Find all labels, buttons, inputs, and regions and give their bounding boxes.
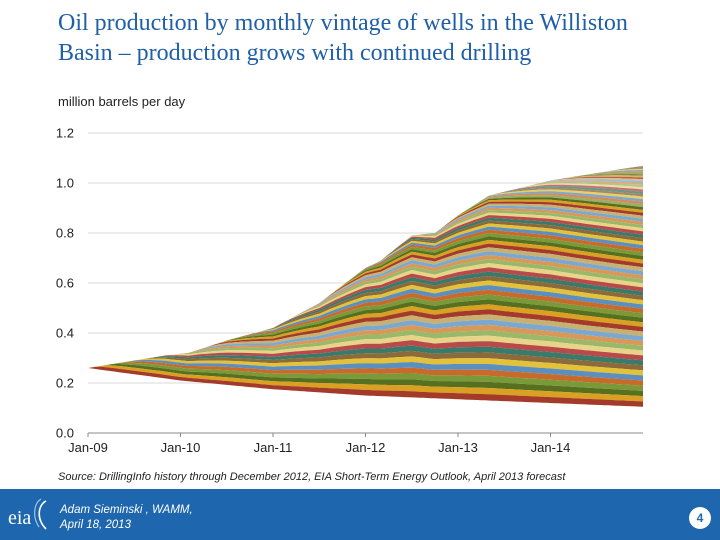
area-layer-vintage (581, 171, 643, 176)
area-layer-vintage (573, 172, 643, 177)
area-layer-vintage (380, 217, 643, 261)
eia-logo-icon: eia (8, 498, 47, 530)
area-layer-vintage (535, 179, 643, 185)
area-layer-vintage (126, 359, 643, 381)
production-chart: 0.0 0.2 0.4 0.6 0.8 1.0 1.2 Jan-09 Jan-10 Jan-11 J… (56, 126, 644, 455)
presenter-name: Adam Sieminski , WAMM, (60, 504, 193, 516)
area-layer-vintage (442, 199, 643, 228)
area-layer-vintage (604, 167, 643, 172)
y-tick-label: 1.2 (56, 126, 74, 141)
source-note: Source: DrillingInfo history through Dec… (58, 471, 566, 483)
area-layer-vintage (226, 294, 644, 341)
footer-author: Adam Sieminski , WAMM, April 18, 2013 (60, 503, 193, 533)
page-number-badge: 4 (689, 507, 711, 529)
area-layer-vintage (219, 299, 643, 343)
area-layer-vintage (188, 319, 643, 353)
area-layer-vintage (596, 168, 643, 173)
area-layer-vintage (627, 165, 643, 168)
area-layer-vintage (172, 330, 644, 355)
y-tick-label: 0.8 (56, 226, 74, 241)
area-layer-vintage (550, 176, 643, 181)
area-layer-vintage (157, 340, 643, 361)
presentation-date: April 18, 2013 (60, 519, 131, 531)
area-layer-vintage (427, 203, 643, 234)
area-layer-vintage (142, 350, 643, 371)
x-tick-label: Jan-14 (531, 440, 571, 455)
area-layer-vintage (504, 184, 643, 192)
area-layer-vintage (419, 205, 643, 235)
area-layer-vintage (334, 236, 643, 292)
slide-title: Oil production by monthly vintage of wel… (58, 8, 698, 68)
x-tick-label: Jan-09 (68, 440, 108, 455)
area-layer-vintage (619, 166, 643, 170)
area-layer-vintage (242, 285, 643, 337)
area-layer-vintage (373, 220, 643, 265)
y-tick-label: 1.0 (56, 176, 74, 191)
area-layer-vintage (488, 187, 643, 197)
area-layer-vintage (527, 180, 643, 187)
area-layer-vintage (103, 364, 643, 397)
area-layer-vintage (635, 165, 643, 167)
slide-title-line-1: Oil production by monthly vintage of wel… (58, 10, 628, 36)
area-layer-vintage (558, 175, 643, 180)
area-layer-vintage (450, 197, 643, 222)
area-layer-vintage (180, 324, 643, 354)
y-tick-label: 0.0 (56, 426, 74, 441)
y-tick-label: 0.6 (56, 276, 74, 291)
area-layer-vintage (265, 271, 643, 331)
area-layer-vintage (149, 345, 643, 366)
area-layer-vintage (411, 207, 643, 236)
area-layer-vintage (388, 215, 643, 255)
area-layer-vintage (542, 178, 643, 183)
area-layer-vintage (211, 304, 644, 346)
x-tick-label: Jan-12 (346, 440, 386, 455)
area-layer-vintage (396, 212, 643, 248)
slide-title-line-2: Basin – production grows with continued … (58, 40, 532, 66)
area-layer-vintage (565, 174, 643, 178)
area-layer-vintage (365, 223, 643, 268)
x-tick-label: Jan-13 (438, 440, 478, 455)
area-layer-vintage (465, 193, 643, 211)
area-layer-vintage (434, 201, 643, 233)
area-layer-vintage (111, 362, 644, 391)
area-layer-vintage (234, 289, 643, 339)
area-layer-vintage (519, 182, 643, 188)
area-layer-vintage (203, 309, 643, 348)
area-layer-vintage (95, 365, 643, 402)
area-layer-vintage (88, 366, 643, 407)
area-layer-vintage (496, 186, 643, 195)
y-tick-label: 0.2 (56, 376, 74, 391)
area-layer-vintage (134, 356, 644, 376)
x-tick-label: Jan-11 (254, 440, 293, 455)
x-tick-label: Jan-10 (161, 440, 201, 455)
area-layer-vintage (512, 183, 643, 190)
area-layer-vintage (118, 361, 644, 386)
area-layer-vintage (481, 189, 643, 201)
eia-logo-text: eia (8, 507, 31, 529)
area-layer-vintage (357, 226, 643, 274)
area-layer-vintage (612, 167, 643, 171)
y-tick-label: 0.4 (56, 326, 74, 341)
footer-bar: eia Adam Sieminski , WAMM, April 18, 201… (0, 489, 720, 540)
area-layer-vintage (458, 195, 643, 216)
y-axis-unit-label: million barrels per day (58, 94, 186, 109)
area-layer-vintage (165, 335, 643, 356)
area-layer-vintage (195, 314, 643, 351)
area-layer-vintage (404, 210, 643, 242)
area-layer-vintage (589, 170, 643, 175)
